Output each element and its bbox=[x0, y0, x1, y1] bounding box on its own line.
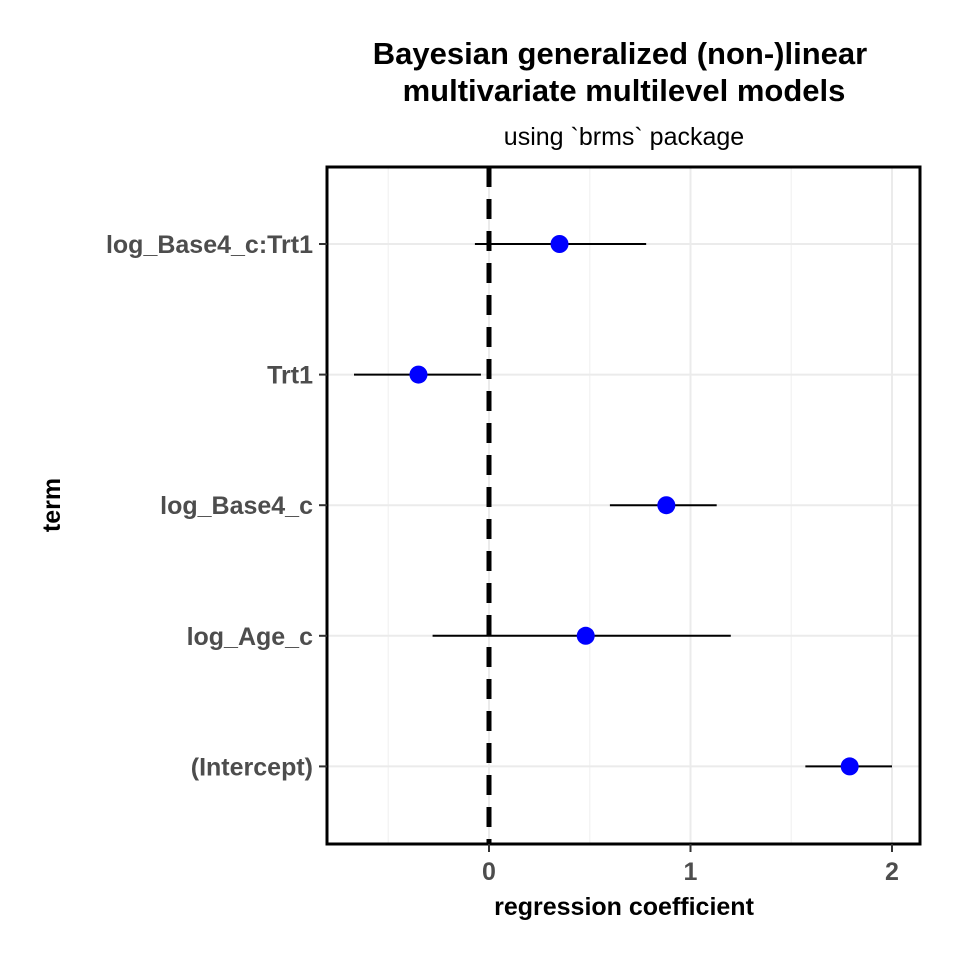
x-tick-label: 2 bbox=[885, 858, 899, 886]
y-tick-label: log_Age_c bbox=[187, 623, 314, 651]
chart-title-line1: Bayesian generalized (non-)linear bbox=[373, 36, 867, 71]
x-axis-title: regression coefficient bbox=[494, 893, 754, 921]
chart-title-line2: multivariate multilevel models bbox=[403, 73, 846, 108]
point-estimate bbox=[550, 235, 569, 253]
y-tick-label: Trt1 bbox=[267, 362, 313, 390]
y-axis-title: term bbox=[38, 478, 66, 532]
point-estimate bbox=[576, 626, 595, 645]
x-axis-ticks: 0 1 2 bbox=[482, 844, 899, 886]
y-tick-label: log_Base4_c bbox=[160, 492, 313, 520]
point-estimate bbox=[840, 757, 859, 776]
x-tick-label: 0 bbox=[482, 858, 496, 886]
point-estimate bbox=[657, 496, 676, 515]
y-tick-label: log_Base4_c:Trt1 bbox=[106, 231, 313, 259]
marks-group bbox=[353, 235, 892, 776]
point-estimate bbox=[409, 365, 428, 384]
chart-subtitle: using `brms` package bbox=[504, 123, 744, 151]
x-tick-label: 1 bbox=[684, 858, 698, 886]
y-tick-label: (Intercept) bbox=[191, 753, 313, 781]
y-axis-ticks: log_Base4_c:Trt1 Trt1 log_Base4_c log_Age_c… bbox=[106, 231, 327, 781]
